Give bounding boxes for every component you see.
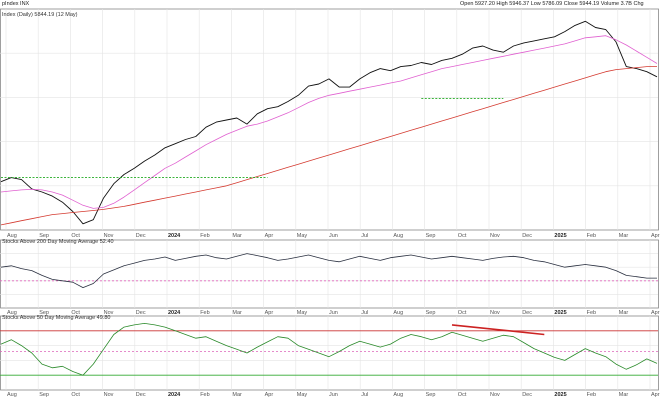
quote-volume-label: Volume [600, 1, 620, 7]
x-tick-label-1-17: 2025 [554, 310, 566, 316]
x-tick-label-1-16: Dec [522, 310, 532, 316]
header-title: pIndex INX [2, 1, 30, 7]
quote-open-label: Open [460, 1, 474, 7]
x-tick-label-0-1: Sep [39, 233, 49, 239]
x-tick-label-1-14: Oct [458, 310, 467, 316]
x-tick-label-2-0: Aug [7, 392, 17, 398]
header-quote: Open 5927.20 High 5946.37 Low 5786.09 Cl… [460, 1, 644, 7]
quote-open-value: 5927.20 [475, 1, 495, 7]
price-panel-label: Index (Daily) 5844.19 (12 May) [2, 12, 78, 18]
quote-low-label: Low [530, 1, 541, 7]
x-tick-label-0-7: Mar [232, 233, 242, 239]
x-tick-label-0-12: Aug [393, 233, 403, 239]
x-tick-label-0-17: 2025 [554, 233, 566, 239]
quote-chg-label: Chg [633, 1, 644, 7]
x-tick-label-0-2: Oct [71, 233, 80, 239]
quote-high-value: 5946.37 [509, 1, 530, 7]
x-tick-label-2-13: Sep [426, 392, 436, 398]
series-line-ma50 [0, 35, 658, 209]
x-tick-label-1-9: May [297, 310, 308, 316]
x-tick-label-0-0: Aug [7, 233, 17, 239]
quote-close-label: Close [563, 1, 578, 7]
x-tick-label-2-11: Jul [361, 392, 368, 398]
x-tick-label-2-15: Nov [490, 392, 500, 398]
x-tick-label-1-7: Mar [232, 310, 242, 316]
x-tick-label-0-14: Oct [458, 233, 467, 239]
quote-volume-value: 3.7B [620, 1, 632, 7]
x-tick-label-1-4: Dec [136, 310, 146, 316]
quote-low-value: 5786.09 [542, 1, 563, 7]
series-line-breadth [0, 253, 657, 289]
x-tick-label-1-19: Mar [619, 310, 629, 316]
x-tick-label-1-18: Feb [587, 310, 596, 316]
x-tick-label-0-4: Dec [136, 233, 146, 239]
series-line-price [0, 20, 658, 225]
x-tick-label-2-7: Mar [232, 392, 242, 398]
panel-frame-0 [0, 8, 659, 231]
x-tick-label-1-6: Feb [200, 310, 209, 316]
x-tick-label-2-8: Apr [265, 392, 274, 398]
x-tick-label-2-1: Sep [39, 392, 49, 398]
x-tick-label-2-10: Jun [329, 392, 338, 398]
x-tick-label-0-13: Sep [426, 233, 436, 239]
x-tick-label-2-9: May [297, 392, 308, 398]
x-tick-label-2-6: Feb [200, 392, 209, 398]
x-tick-label-0-18: Feb [587, 233, 596, 239]
x-tick-label-2-5: 2024 [168, 392, 181, 398]
x-tick-label-2-3: Nov [104, 392, 114, 398]
panel-frame-2 [0, 315, 659, 391]
x-tick-label-0-15: Nov [490, 233, 500, 239]
series-line-breadth50 [0, 322, 658, 376]
x-tick-label-0-20: Apr [651, 233, 660, 239]
x-tick-label-1-12: Aug [393, 310, 403, 316]
x-tick-label-0-9: May [297, 233, 308, 239]
x-tick-label-0-19: Mar [619, 233, 629, 239]
x-tick-label-1-2: Oct [71, 310, 80, 316]
x-tick-label-2-20: Apr [651, 392, 660, 398]
quote-high-label: High [496, 1, 508, 7]
x-tick-label-0-8: Apr [265, 233, 274, 239]
x-tick-label-1-10: Jun [329, 310, 338, 316]
x-tick-label-1-11: Jul [361, 310, 368, 316]
x-tick-label-1-8: Apr [265, 310, 274, 316]
x-tick-label-1-15: Nov [490, 310, 500, 316]
x-tick-label-1-20: Apr [651, 310, 660, 316]
x-tick-label-1-0: Aug [7, 310, 17, 316]
x-tick-label-2-12: Aug [393, 392, 403, 398]
x-tick-label-2-18: Feb [587, 392, 596, 398]
annotation-line-2-0 [451, 324, 545, 336]
x-tick-label-0-10: Jun [329, 233, 338, 239]
x-tick-label-0-11: Jul [361, 233, 368, 239]
x-tick-label-1-3: Nov [104, 310, 114, 316]
x-tick-label-2-14: Oct [458, 392, 467, 398]
x-tick-label-0-5: 2024 [168, 233, 181, 239]
x-tick-label-0-3: Nov [104, 233, 114, 239]
breadth50-panel-label: Stocks Above 50 Day Moving Average 49.80 [2, 315, 111, 321]
x-tick-label-0-16: Dec [522, 233, 532, 239]
x-tick-label-0-6: Feb [200, 233, 209, 239]
x-tick-label-2-2: Oct [71, 392, 80, 398]
x-tick-label-1-1: Sep [39, 310, 49, 316]
x-tick-label-2-17: 2025 [554, 392, 566, 398]
series-line-ma200 [0, 66, 657, 226]
x-tick-label-2-16: Dec [522, 392, 532, 398]
panel-frame-1 [0, 239, 659, 309]
x-tick-label-1-5: 2024 [168, 310, 181, 316]
breadth200-panel-label: Stocks Above 200 Day Moving Average 52.4… [2, 239, 114, 245]
quote-close-value: 5944.19 [579, 1, 600, 7]
x-tick-label-1-13: Sep [426, 310, 436, 316]
x-tick-label-2-4: Dec [136, 392, 146, 398]
x-tick-label-2-19: Mar [619, 392, 629, 398]
